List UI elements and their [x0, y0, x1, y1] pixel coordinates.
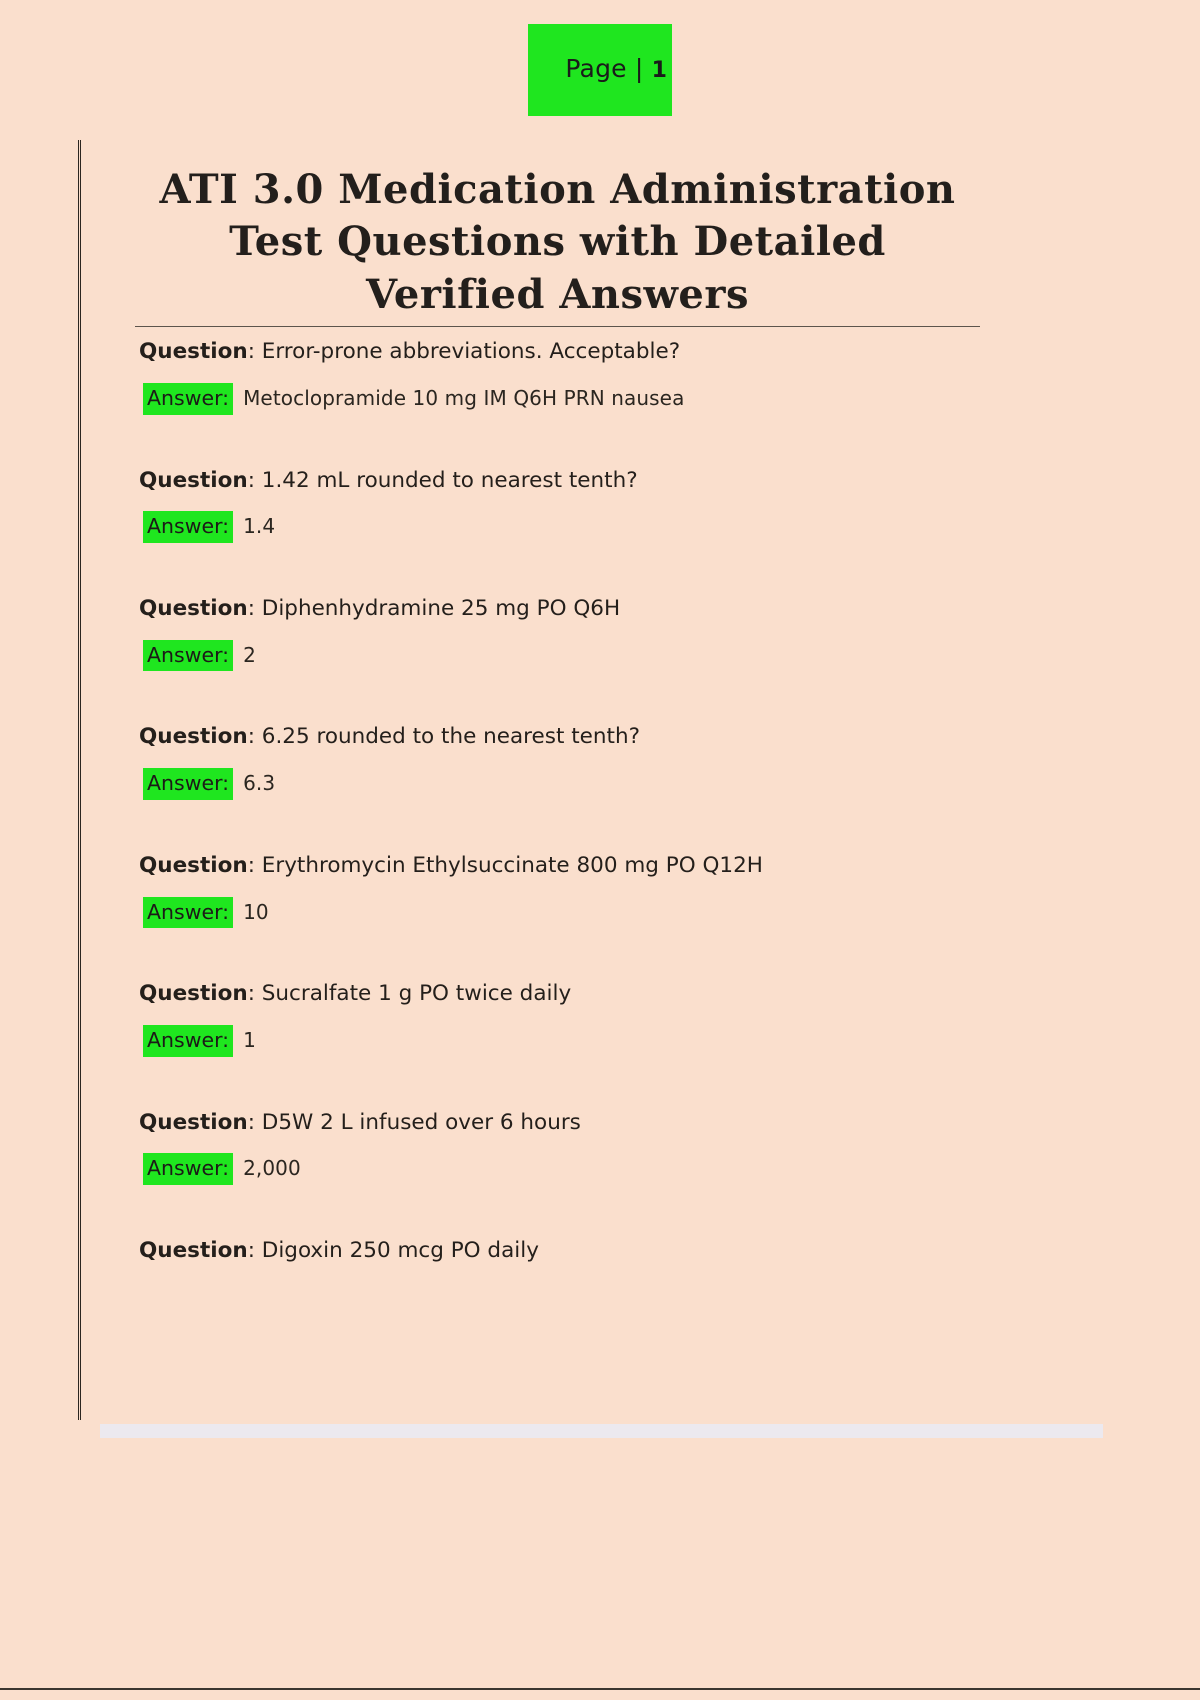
qa-item: Question: 6.25 rounded to the nearest te… [138, 724, 1038, 800]
answer-line: Answer: Metoclopramide 10 mg IM Q6H PRN n… [143, 382, 1038, 415]
question-line: Question: Diphenhydramine 25 mg PO Q6H [139, 596, 1038, 622]
answer-label-highlight: Answer: [143, 768, 234, 800]
answer-label-highlight: Answer: [143, 511, 234, 543]
question-label: Question [139, 724, 248, 750]
answer-label-highlight: Answer: [143, 1024, 234, 1057]
answer-label-highlight: Answer: [143, 382, 234, 415]
answer-line: Answer: 6.3 [143, 768, 1038, 800]
question-label: Question [139, 981, 248, 1007]
answer-value: 1 [243, 1027, 256, 1052]
answer-line: Answer: 10 [143, 896, 1038, 929]
document-content: ATI 3.0 Medication Administration Test Q… [135, 140, 1038, 1317]
answer-value: 6.3 [243, 771, 276, 796]
page-number-badge: Page | 1 [527, 24, 673, 116]
answer-value: 2,000 [243, 1156, 301, 1181]
question-label: Question [139, 339, 248, 365]
question-text: : 6.25 rounded to the nearest tenth? [247, 724, 640, 750]
page-label-text: Page | [565, 54, 652, 84]
answer-line: Answer: 1.4 [143, 511, 1038, 543]
question-text: : Erythromycin Ethylsuccinate 800 mg PO … [247, 852, 763, 878]
question-text: : Digoxin 250 mcg PO daily [247, 1237, 539, 1263]
qa-item: Question: D5W 2 L infused over 6 hours An… [138, 1110, 1038, 1185]
qa-item: Question: Digoxin 250 mcg PO daily [138, 1238, 1038, 1264]
question-text: : Error-prone abbreviations. Acceptable? [247, 339, 681, 365]
question-line: Question: Sucralfate 1 g PO twice daily [139, 981, 1038, 1007]
question-label: Question [139, 1109, 248, 1135]
qa-item: Question: Error-prone abbreviations. Acc… [138, 339, 1038, 415]
question-text: : 1.42 mL rounded to nearest tenth? [247, 467, 638, 493]
bottom-separator-bar [100, 1424, 1103, 1438]
page-title: ATI 3.0 Medication Administration Test Q… [159, 166, 956, 318]
question-text: : Diphenhydramine 25 mg PO Q6H [247, 595, 621, 621]
qa-item: Question: Erythromycin Ethylsuccinate 80… [138, 853, 1038, 929]
question-line: Question: Digoxin 250 mcg PO daily [139, 1238, 1038, 1264]
title-divider [135, 326, 980, 328]
question-label: Question [139, 1237, 248, 1263]
qa-item: Question: Diphenhydramine 25 mg PO Q6H An… [138, 596, 1038, 672]
answer-label-highlight: Answer: [143, 1153, 234, 1185]
answer-value: Metoclopramide 10 mg IM Q6H PRN nausea [243, 385, 685, 410]
answer-value: 2 [243, 642, 256, 667]
question-line: Question: 6.25 rounded to the nearest te… [139, 724, 1038, 750]
document-frame: ATI 3.0 Medication Administration Test Q… [78, 140, 1118, 1420]
page-header: Page | 1 [0, 0, 1200, 140]
question-text: : D5W 2 L infused over 6 hours [247, 1109, 581, 1135]
question-text: : Sucralfate 1 g PO twice daily [247, 981, 572, 1007]
answer-line: Answer: 1 [143, 1024, 1038, 1057]
question-line: Question: D5W 2 L infused over 6 hours [139, 1110, 1038, 1136]
page-bottom-rule [0, 1688, 1200, 1690]
qa-item: Question: 1.42 mL rounded to nearest ten… [138, 468, 1038, 543]
answer-line: Answer: 2 [143, 639, 1038, 672]
question-answer-list: Question: Error-prone abbreviations. Acc… [138, 339, 1038, 1264]
question-label: Question [139, 852, 248, 878]
answer-line: Answer: 2,000 [143, 1153, 1038, 1185]
question-line: Question: Error-prone abbreviations. Acc… [139, 339, 1038, 365]
question-label: Question [139, 595, 248, 621]
question-line: Question: 1.42 mL rounded to nearest ten… [139, 468, 1038, 494]
question-label: Question [139, 467, 248, 493]
answer-value: 10 [243, 899, 269, 924]
answer-value: 1.4 [243, 514, 276, 539]
page-number-value: 1 [651, 58, 668, 84]
question-line: Question: Erythromycin Ethylsuccinate 80… [139, 853, 1038, 879]
answer-label-highlight: Answer: [143, 639, 234, 672]
answer-label-highlight: Answer: [143, 896, 234, 929]
qa-item: Question: Sucralfate 1 g PO twice daily A… [138, 981, 1038, 1057]
